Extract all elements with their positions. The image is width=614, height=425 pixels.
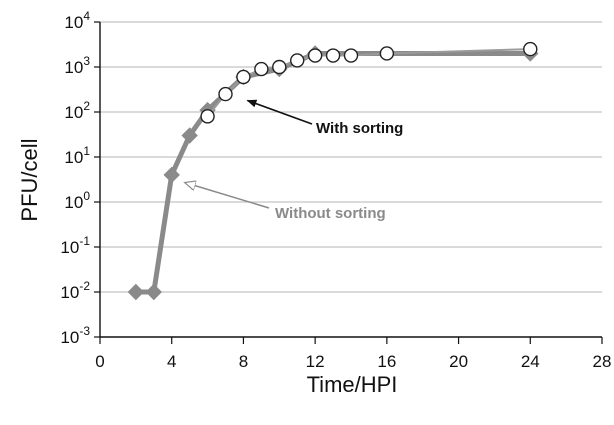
y-tick-label: 102: [64, 99, 90, 122]
annotation-without-sorting: Without sorting: [275, 205, 386, 222]
y-tick-label: 10-2: [60, 279, 90, 302]
y-tick-label: 100: [64, 189, 90, 212]
data-point-diamond: [181, 127, 198, 144]
series-line: [206, 48, 531, 118]
x-tick-label: 16: [377, 352, 396, 371]
x-tick-label: 4: [167, 352, 176, 371]
y-tick-label: 103: [64, 54, 90, 77]
series-layer: [127, 41, 539, 301]
series-line: [135, 51, 531, 295]
annotation-arrow-without-sorting: [185, 183, 270, 209]
y-axis-title: PFU/cell: [17, 138, 42, 221]
series-without-sorting: [127, 45, 539, 301]
y-tick-label: 10-3: [60, 324, 90, 347]
data-point-circle: [236, 69, 251, 85]
y-tick-label: 101: [64, 144, 90, 167]
x-tick-label: 28: [593, 352, 612, 371]
annotation-arrow-with-sorting: [246, 99, 313, 125]
axes: 104 103 102 101 100 10-1 10-2 10-3 0 4 8 12 16 20 24 28: [60, 9, 611, 371]
x-tick-label: 24: [521, 352, 540, 371]
x-tick-label: 20: [449, 352, 468, 371]
data-point-circle: [523, 41, 538, 57]
data-point-circle: [379, 46, 395, 61]
x-tick-label: 0: [95, 352, 104, 371]
data-point-circle: [218, 86, 233, 102]
data-point-diamond: [145, 283, 162, 301]
data-point-circle: [307, 48, 323, 63]
x-tick-label: 12: [306, 352, 325, 371]
grid-lines: [100, 21, 602, 293]
y-tick-label: 10-1: [60, 234, 90, 257]
data-point-circle: [290, 53, 305, 68]
data-point-diamond: [127, 283, 145, 301]
data-point-circle: [343, 48, 359, 63]
annotation-with-sorting: With sorting: [316, 120, 403, 137]
y-tick-label: 104: [64, 9, 90, 32]
annotations: With sorting Without sorting: [185, 99, 403, 222]
data-point-diamond: [163, 166, 180, 184]
series-with-sorting: [200, 41, 538, 124]
data-point-circle: [200, 109, 215, 124]
x-axis-title: Time/HPI: [307, 372, 398, 397]
x-tick-label: 8: [239, 352, 248, 371]
data-point-circle: [254, 61, 269, 77]
data-point-circle: [325, 48, 341, 63]
data-point-circle: [272, 59, 287, 75]
